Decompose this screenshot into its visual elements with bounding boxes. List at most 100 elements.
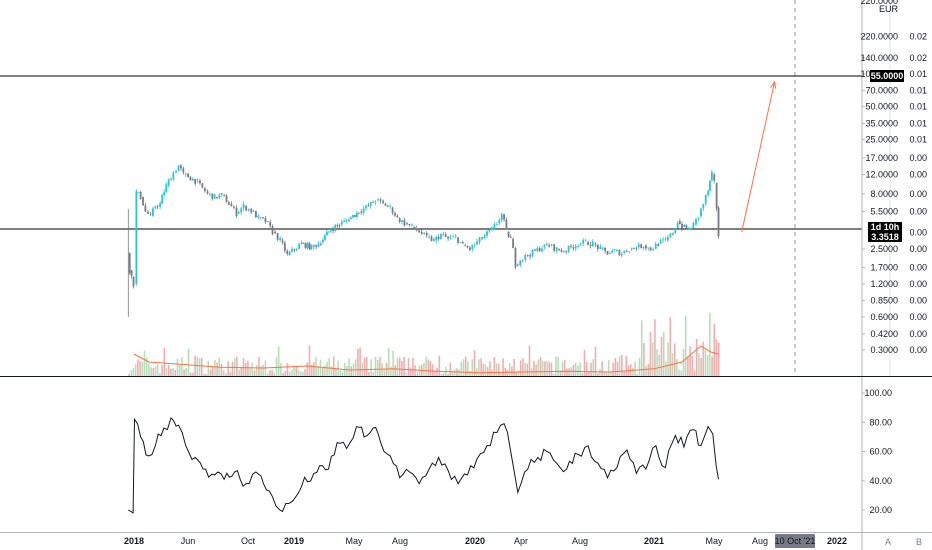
- volume-bar: [610, 371, 612, 376]
- candle-body: [428, 236, 431, 238]
- candle-body: [702, 204, 705, 209]
- candle-body: [413, 226, 416, 229]
- candle-body: [295, 248, 298, 250]
- candle-body: [685, 224, 688, 229]
- candle-body: [398, 218, 401, 222]
- volume-bar: [348, 358, 350, 376]
- candle-body: [697, 217, 700, 219]
- volume-bar: [416, 372, 419, 376]
- candle-body: [259, 217, 262, 219]
- candle-body: [558, 249, 561, 250]
- volume-bar: [249, 368, 251, 376]
- volume-bar: [178, 364, 181, 376]
- candle-body: [362, 208, 365, 213]
- volume-bar: [678, 369, 680, 376]
- candle-body: [170, 179, 172, 181]
- volume-bar: [568, 368, 570, 376]
- volume-bar: [603, 371, 606, 376]
- candle-body: [613, 249, 616, 251]
- volume-bar: [335, 367, 337, 376]
- price-pane[interactable]: [0, 0, 862, 376]
- candle-body: [408, 223, 411, 226]
- volume-bar: [247, 360, 249, 376]
- candle-body: [204, 188, 206, 192]
- candle-body: [262, 217, 264, 219]
- candle-body: [430, 236, 433, 241]
- volume-bar: [253, 370, 256, 376]
- scale-auto-button[interactable]: A: [884, 537, 891, 547]
- volume-bar: [357, 348, 359, 376]
- candle-body: [152, 208, 154, 217]
- time-cursor-label: 10 Oct '21: [775, 536, 816, 546]
- oscillator-line[interactable]: [128, 416, 719, 514]
- volume-bar: [460, 361, 463, 376]
- candle-body: [521, 259, 524, 261]
- volume-bar: [425, 356, 427, 376]
- volume-bar: [654, 319, 656, 376]
- volume-bar: [449, 362, 452, 376]
- candle-body: [401, 220, 403, 222]
- candle-body: [406, 223, 408, 225]
- candle-body: [620, 253, 623, 256]
- volume-bar: [524, 362, 526, 376]
- volume-bar: [511, 366, 513, 376]
- volume-bar: [687, 356, 689, 376]
- volume-bar: [561, 361, 564, 376]
- volume-bar: [280, 363, 282, 376]
- candle-body: [350, 217, 352, 220]
- oscillator-pane[interactable]: [128, 416, 719, 514]
- candle-body: [526, 255, 529, 256]
- candle-body: [374, 201, 377, 203]
- projection-arrow-line[interactable]: [741, 81, 775, 232]
- time-axis-label: May: [345, 536, 363, 546]
- volume-bar: [711, 356, 713, 376]
- candle-body: [669, 233, 672, 238]
- volume-bar: [579, 362, 581, 376]
- volume-bar: [189, 372, 192, 376]
- candle-body: [332, 229, 334, 231]
- volume-bar: [533, 360, 535, 376]
- candle-body: [161, 194, 164, 204]
- volume-bar: [398, 357, 401, 376]
- volume-bar: [392, 350, 394, 376]
- volume-bar: [203, 373, 205, 376]
- candle-body: [156, 205, 159, 207]
- candle-body: [591, 241, 594, 247]
- candle-body: [704, 195, 707, 204]
- time-axis-label: 2020: [465, 536, 485, 546]
- volume-bar: [651, 342, 654, 376]
- volume-bar: [376, 360, 379, 376]
- candle-body: [172, 172, 175, 180]
- scale-b-button[interactable]: B: [915, 537, 922, 547]
- candle-body: [649, 247, 652, 251]
- price-tick-label: 0.4200: [870, 329, 898, 339]
- price-tick-label: 0.8500: [870, 295, 898, 305]
- candle-body: [553, 244, 556, 251]
- volume-bar: [242, 358, 245, 376]
- volume-bar: [176, 358, 179, 376]
- time-axis-label: Oct: [241, 536, 256, 546]
- volume-bar: [145, 357, 148, 376]
- volume-bar: [665, 361, 667, 376]
- volume-bar: [282, 372, 284, 376]
- candle-body: [452, 236, 455, 238]
- candle-body: [324, 235, 326, 240]
- candle-body: [338, 225, 341, 227]
- volume-bar: [502, 358, 504, 376]
- candle-body: [194, 178, 197, 184]
- candle-body: [163, 191, 166, 195]
- percent-tick-label: 0.00: [909, 244, 927, 254]
- volume-bar: [442, 373, 445, 376]
- candle-body: [449, 237, 452, 239]
- candle-body: [328, 231, 330, 233]
- candle-body: [394, 212, 396, 216]
- candle-body: [587, 242, 589, 245]
- candle-body: [201, 183, 204, 188]
- candle-body: [144, 205, 147, 212]
- volume-bar: [401, 361, 403, 376]
- candle-body: [584, 239, 587, 241]
- volume-bar: [414, 365, 416, 376]
- price-tick-label: 17.0000: [865, 153, 898, 163]
- volume-bar: [324, 365, 326, 376]
